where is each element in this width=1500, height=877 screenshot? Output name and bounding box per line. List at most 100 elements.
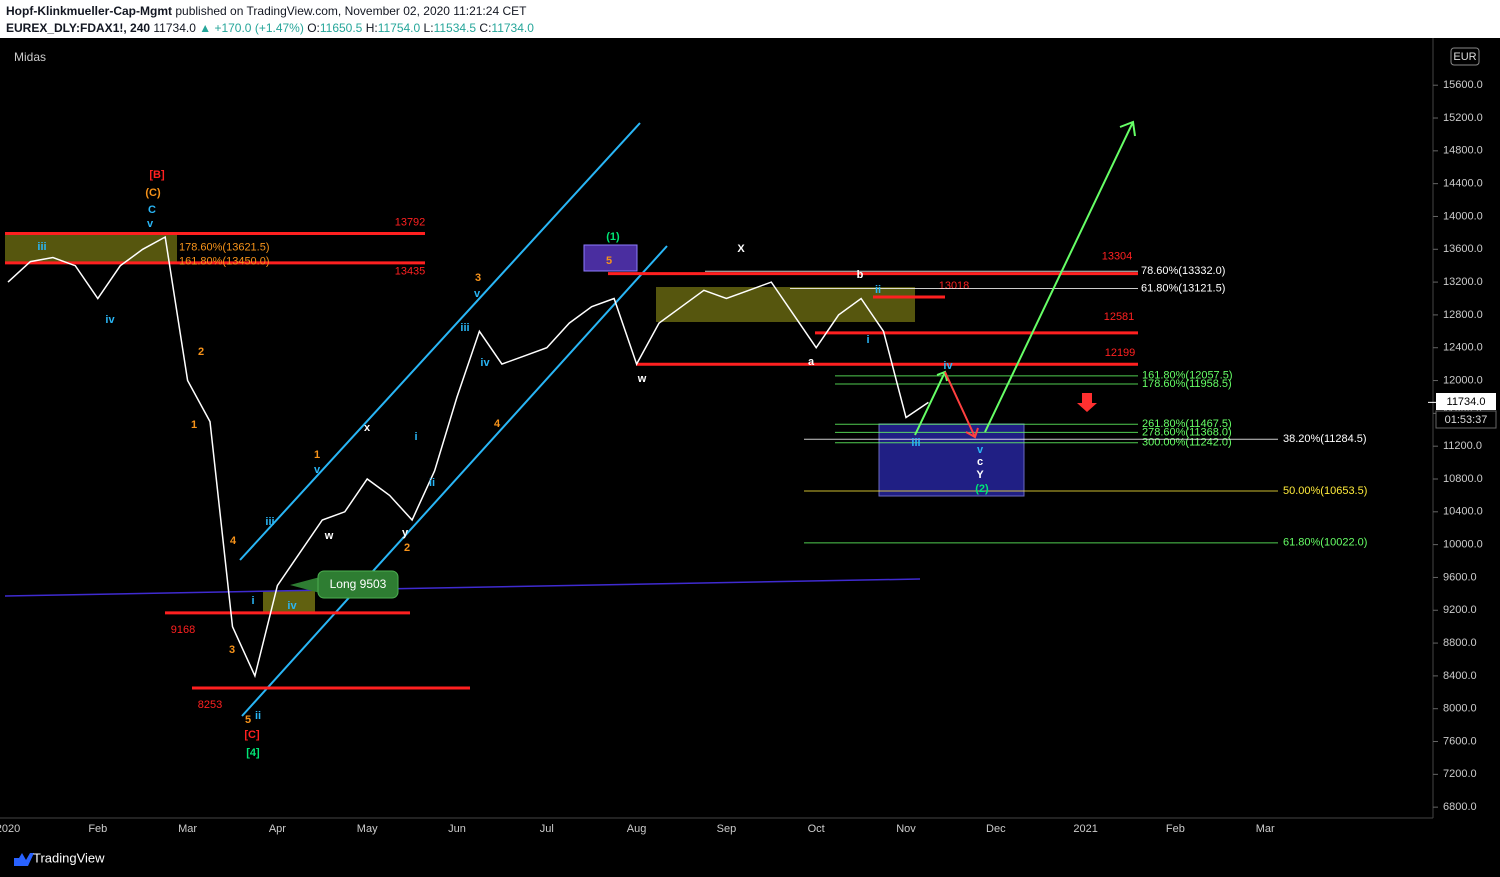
- level-label: 13304: [1102, 250, 1133, 262]
- x-tick-label: Mar: [178, 823, 197, 835]
- zone: [583, 244, 638, 272]
- wave-label: [C]: [244, 729, 260, 741]
- wave-label: ii: [255, 710, 261, 722]
- y-tick-label: 10400.0: [1443, 506, 1483, 518]
- x-tick-label: Apr: [269, 823, 286, 835]
- wave-label: x: [364, 422, 371, 434]
- wave-label: 3: [229, 644, 235, 656]
- countdown-box: [1435, 410, 1497, 429]
- arrow: [944, 371, 976, 438]
- fib-label: 278.60%(11368.0): [1142, 426, 1232, 438]
- wave-label: [B]: [149, 169, 165, 181]
- callout: Long 9503: [330, 577, 387, 591]
- fib-label: 178.60%(11958.5): [1142, 378, 1232, 390]
- currency-box: [1450, 47, 1480, 66]
- wave-label: (1): [606, 231, 620, 243]
- callout-pointer: [290, 577, 320, 593]
- arrow-head: [1119, 120, 1136, 137]
- y-tick-label: 11200.0: [1443, 440, 1482, 452]
- wave-label: iii: [37, 241, 46, 253]
- wave-label: w: [637, 373, 647, 385]
- x-tick-label: 2021: [1073, 823, 1097, 835]
- wave-label: 3: [475, 272, 481, 284]
- o-label: O:: [307, 21, 320, 35]
- header: Hopf-Klinkmueller-Cap-Mgmt published on …: [0, 0, 1500, 38]
- wave-label: y: [402, 527, 409, 539]
- symbol: EUREX_DLY:FDAX1!, 240: [6, 21, 151, 35]
- channel-line: [241, 245, 668, 717]
- y-tick-label: 14400.0: [1443, 178, 1483, 190]
- author: Hopf-Klinkmueller-Cap-Mgmt: [6, 4, 172, 18]
- wave-label: b: [857, 269, 864, 281]
- y-tick-label: 8000.0: [1443, 703, 1477, 715]
- wave-label: iv: [105, 314, 115, 326]
- wave-label: a: [808, 356, 815, 368]
- y-tick-label: 9600.0: [1443, 571, 1477, 583]
- level-label: 13435: [395, 266, 426, 278]
- y-tick-label: 13200.0: [1443, 276, 1483, 288]
- arrow-head: [965, 427, 979, 439]
- wave-label: 2: [198, 346, 204, 358]
- wave-label: iii: [460, 322, 469, 334]
- wave-label: w: [324, 530, 334, 542]
- price-tag: 11734.0: [1447, 396, 1486, 408]
- indicator: Midas: [14, 50, 46, 64]
- fib-label: 261.80%(11467.5): [1142, 418, 1232, 430]
- fib-label: 61.80%(13121.5): [1141, 282, 1225, 294]
- y-tick-label: 8800.0: [1443, 637, 1477, 649]
- wave-label: 5: [606, 255, 612, 267]
- trend-line: [4, 578, 921, 597]
- wave-label: C: [148, 204, 156, 216]
- fib-label: 50.00%(10653.5): [1283, 485, 1367, 497]
- l-label: L:: [423, 21, 434, 35]
- brand: TradingView: [33, 850, 105, 865]
- level-label: 8253: [198, 699, 222, 711]
- wave-label: X: [737, 243, 745, 255]
- x-tick-label: Feb: [88, 823, 107, 835]
- y-tick-label: 10000.0: [1443, 539, 1483, 551]
- x-tick-label: Aug: [627, 823, 647, 835]
- wave-label: 5: [245, 714, 251, 726]
- x-tick-label: Mar: [1256, 823, 1275, 835]
- level-label: 12581: [1104, 311, 1135, 323]
- y-tick-label: 9200.0: [1443, 604, 1477, 616]
- fib-label: 300.00%(11242.0): [1142, 437, 1232, 449]
- published: published on TradingView.com, November 0…: [175, 4, 527, 18]
- wave-label: c: [977, 456, 983, 468]
- x-tick-label: Dec: [986, 823, 1006, 835]
- x-tick-label: Sep: [717, 823, 737, 835]
- price-tag-box: [1436, 393, 1496, 410]
- y-tick-label: 15200.0: [1443, 112, 1483, 124]
- wave-label: iii: [265, 516, 274, 528]
- logo: [7, 853, 34, 866]
- wave-label: v: [474, 288, 481, 300]
- wave-label: 4: [494, 418, 501, 430]
- h: 11754.0: [377, 21, 421, 35]
- fib-label: 178.60%(13621.5): [179, 241, 270, 253]
- down-icon: [1077, 393, 1097, 412]
- wave-label: 1: [314, 449, 320, 461]
- wave-label: iv: [287, 600, 297, 612]
- currency: EUR: [1453, 51, 1476, 63]
- wave-label: 2: [404, 542, 410, 554]
- countdown: 01:53:37: [1445, 414, 1488, 426]
- symbol-line: EUREX_DLY:FDAX1!, 240 11734.0 ▲ +170.0 (…: [6, 21, 534, 35]
- y-tick-label: 7600.0: [1443, 735, 1477, 747]
- y-tick-label: 14800.0: [1443, 145, 1483, 157]
- wave-label: (C): [145, 187, 161, 199]
- x-tick-label: Feb: [1166, 823, 1185, 835]
- wave-label: ii: [875, 284, 881, 296]
- channel-line: [239, 122, 641, 561]
- fib-label: 78.60%(13332.0): [1141, 265, 1225, 277]
- wave-label: iv: [480, 357, 490, 369]
- target-zone: [878, 423, 1025, 497]
- level-label: 12199: [1105, 347, 1136, 359]
- change: ▲ +170.0 (+1.47%): [199, 21, 304, 35]
- wave-label: iv: [943, 360, 953, 372]
- y-tick-label: 8400.0: [1443, 670, 1477, 682]
- y-tick-label: 13600.0: [1443, 243, 1483, 255]
- x-tick-label: Nov: [896, 823, 916, 835]
- wave-label: [4]: [246, 747, 260, 759]
- fib-label: 38.20%(11284.5): [1283, 433, 1367, 445]
- x-tick-label: Jun: [448, 823, 466, 835]
